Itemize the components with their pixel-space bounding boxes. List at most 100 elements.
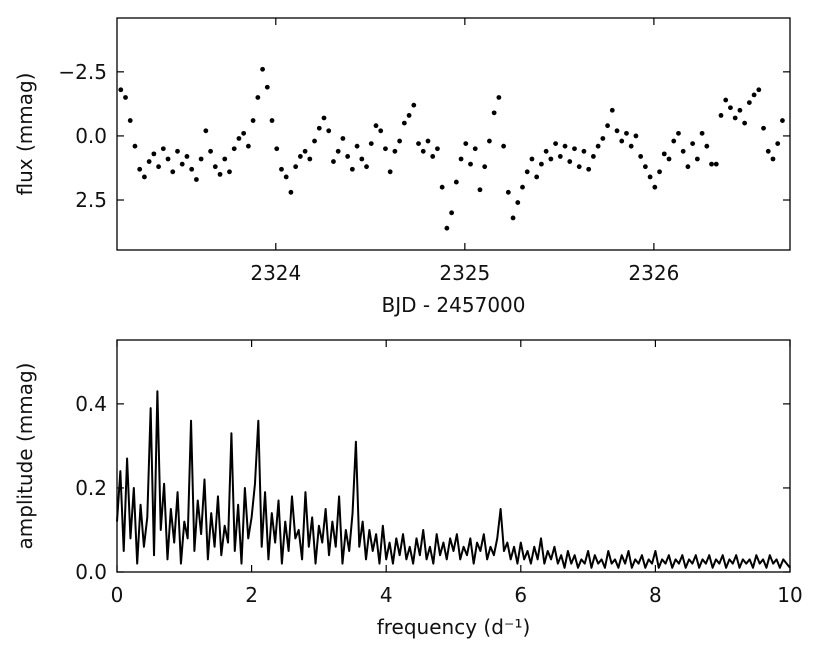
data-point xyxy=(165,156,171,162)
data-point xyxy=(628,143,634,149)
data-point xyxy=(482,164,488,170)
y-tick-label: 0.2 xyxy=(75,476,107,500)
data-point xyxy=(132,143,138,149)
data-point xyxy=(487,138,492,144)
data-point xyxy=(775,141,781,147)
data-point xyxy=(713,161,719,167)
data-point xyxy=(236,136,242,141)
data-point xyxy=(671,138,677,144)
data-point xyxy=(307,156,313,162)
data-point xyxy=(401,120,407,126)
data-point xyxy=(657,169,662,175)
data-point xyxy=(217,171,223,177)
data-point xyxy=(189,166,195,172)
data-point xyxy=(444,225,450,231)
data-point xyxy=(241,130,247,136)
data-point xyxy=(586,166,592,172)
data-point xyxy=(510,215,516,221)
data-point xyxy=(321,115,327,121)
data-point xyxy=(283,174,289,180)
y-tick-label: 0.0 xyxy=(75,560,107,584)
data-point xyxy=(326,128,332,134)
data-point xyxy=(430,154,436,159)
data-point xyxy=(723,97,729,103)
data-point xyxy=(359,156,365,162)
data-point xyxy=(728,105,733,111)
data-point xyxy=(699,130,705,136)
data-point xyxy=(642,164,648,170)
data-point xyxy=(387,169,393,175)
data-point xyxy=(274,146,280,152)
data-point xyxy=(288,189,294,195)
data-point xyxy=(123,95,128,100)
data-point xyxy=(255,95,261,100)
data-point xyxy=(557,154,563,159)
data-point xyxy=(780,118,785,123)
data-point xyxy=(146,159,152,164)
data-point xyxy=(279,166,284,172)
data-point xyxy=(709,161,714,167)
data-point xyxy=(397,138,403,144)
x-axis-label: frequency (d⁻¹) xyxy=(377,615,531,639)
data-point xyxy=(605,123,610,129)
data-point xyxy=(184,154,190,159)
data-point xyxy=(250,118,256,123)
data-point xyxy=(378,128,384,134)
data-point xyxy=(127,118,133,123)
data-point xyxy=(160,146,166,152)
data-point xyxy=(756,87,762,93)
data-point xyxy=(468,161,473,167)
data-point xyxy=(505,189,511,195)
data-point xyxy=(751,92,757,98)
data-point xyxy=(293,164,299,170)
data-point xyxy=(260,66,265,72)
y-tick-label: 2.5 xyxy=(75,188,107,212)
data-point xyxy=(416,141,421,147)
data-point xyxy=(435,146,440,152)
data-point xyxy=(647,174,653,180)
data-point xyxy=(614,128,620,134)
data-point xyxy=(349,166,355,172)
data-point xyxy=(633,133,639,139)
data-point xyxy=(718,113,724,118)
data-point xyxy=(212,164,218,170)
data-point xyxy=(524,169,530,175)
data-point xyxy=(231,146,237,152)
data-point xyxy=(704,143,710,149)
data-point xyxy=(590,154,596,159)
data-point xyxy=(477,187,483,193)
data-point xyxy=(142,174,147,180)
data-point xyxy=(297,154,303,159)
x-tick-label: 2 xyxy=(245,583,258,607)
data-point xyxy=(685,164,691,170)
data-point xyxy=(316,125,322,131)
data-point xyxy=(345,154,351,159)
data-point xyxy=(572,146,577,152)
data-point xyxy=(661,151,667,157)
data-point xyxy=(609,107,615,113)
data-point xyxy=(539,161,544,167)
data-point xyxy=(543,148,549,154)
data-point xyxy=(151,151,157,157)
data-point xyxy=(770,156,776,162)
data-point xyxy=(118,87,124,93)
data-point xyxy=(567,159,573,164)
data-point xyxy=(227,169,232,175)
data-point xyxy=(520,184,525,190)
data-point xyxy=(666,156,672,162)
data-point xyxy=(562,143,568,149)
data-point xyxy=(472,146,478,152)
data-point xyxy=(364,164,369,170)
data-point xyxy=(383,146,388,152)
data-point xyxy=(156,164,161,170)
data-point xyxy=(449,210,455,216)
data-point xyxy=(463,141,469,147)
data-point xyxy=(208,148,213,154)
data-point xyxy=(269,118,275,123)
data-point xyxy=(581,148,587,154)
data-point xyxy=(411,102,417,108)
y-tick-label: −2.5 xyxy=(58,60,107,84)
data-point xyxy=(335,148,341,154)
data-point xyxy=(496,95,502,100)
data-point xyxy=(439,184,445,190)
